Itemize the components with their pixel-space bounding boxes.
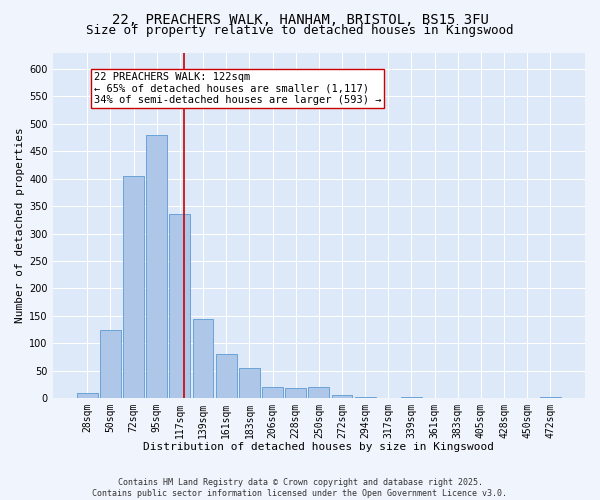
- Bar: [308, 387, 329, 398]
- Bar: [146, 135, 167, 398]
- Bar: [193, 318, 214, 398]
- Bar: [262, 387, 283, 398]
- Bar: [216, 354, 236, 398]
- X-axis label: Distribution of detached houses by size in Kingswood: Distribution of detached houses by size …: [143, 442, 494, 452]
- Bar: [540, 397, 561, 398]
- Bar: [77, 392, 98, 398]
- Y-axis label: Number of detached properties: Number of detached properties: [15, 128, 25, 323]
- Bar: [401, 397, 422, 398]
- Bar: [239, 368, 260, 398]
- Bar: [355, 397, 376, 398]
- Bar: [285, 388, 306, 398]
- Bar: [123, 176, 144, 398]
- Bar: [169, 214, 190, 398]
- Bar: [332, 396, 352, 398]
- Bar: [100, 330, 121, 398]
- Text: Size of property relative to detached houses in Kingswood: Size of property relative to detached ho…: [86, 24, 514, 37]
- Text: Contains HM Land Registry data © Crown copyright and database right 2025.
Contai: Contains HM Land Registry data © Crown c…: [92, 478, 508, 498]
- Text: 22 PREACHERS WALK: 122sqm
← 65% of detached houses are smaller (1,117)
34% of se: 22 PREACHERS WALK: 122sqm ← 65% of detac…: [94, 72, 381, 105]
- Text: 22, PREACHERS WALK, HANHAM, BRISTOL, BS15 3FU: 22, PREACHERS WALK, HANHAM, BRISTOL, BS1…: [112, 12, 488, 26]
